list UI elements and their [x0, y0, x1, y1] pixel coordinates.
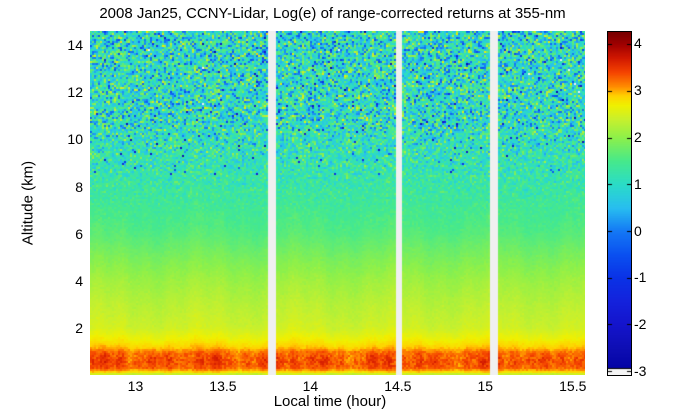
x-tick-label: 13 — [127, 378, 144, 394]
x-tick-label: 14 — [302, 378, 319, 394]
y-tick-label: 6 — [75, 225, 83, 242]
y-axis-label: Altitude (km) — [19, 160, 37, 246]
colorbar-tick-label: 0 — [634, 222, 642, 239]
colorbar-tick-label: -3 — [634, 363, 647, 380]
chart-title: 2008 Jan25, CCNY-Lidar, Log(e) of range-… — [99, 5, 566, 22]
x-tick-label: 13.5 — [209, 378, 237, 394]
y-tick-label: 2 — [75, 319, 83, 336]
colorbar-tick-label: 4 — [634, 35, 642, 52]
colorbar-tick-label: -2 — [634, 316, 647, 333]
x-tick-label: 15 — [477, 378, 494, 394]
y-tick-label: 8 — [75, 178, 83, 195]
y-tick-label: 4 — [75, 272, 83, 289]
x-axis-label: Local time (hour) — [273, 393, 387, 410]
x-tick-label: 15.5 — [559, 378, 587, 394]
colorbar-tick-label: 2 — [634, 128, 642, 145]
y-tick-label: 12 — [67, 84, 83, 101]
y-tick-label: 10 — [67, 131, 83, 148]
colorbar-tick-label: 3 — [634, 82, 642, 99]
colorbar — [607, 31, 632, 376]
colorbar-tick-label: -1 — [634, 269, 647, 286]
colorbar-canvas — [608, 32, 631, 375]
x-tick-label: 14.5 — [384, 378, 412, 394]
colorbar-tick-label: 1 — [634, 175, 642, 192]
heatmap-canvas — [90, 31, 585, 375]
y-tick-label: 14 — [67, 37, 83, 54]
